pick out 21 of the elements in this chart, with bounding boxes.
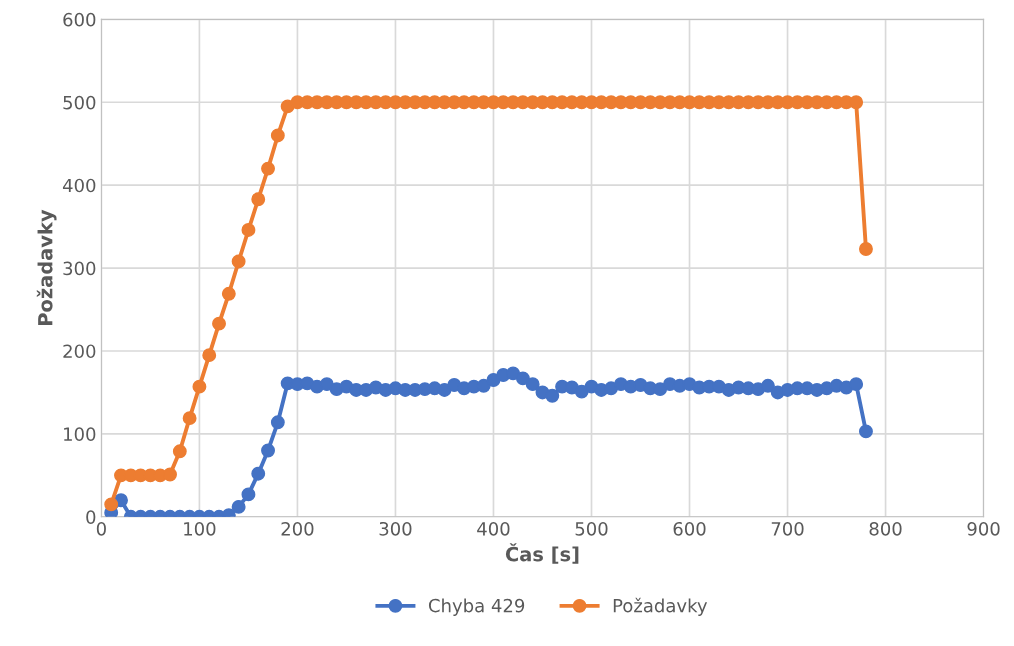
y-tick-label: 500 bbox=[63, 95, 96, 110]
x-tick-label: 700 bbox=[771, 521, 804, 536]
x-tick-label: 800 bbox=[869, 521, 902, 536]
x-tick-label: 600 bbox=[673, 521, 706, 536]
y-tick-label: 400 bbox=[62, 178, 96, 193]
x-axis-title: Čas [s] bbox=[505, 543, 579, 564]
y-tick-label: 200 bbox=[63, 344, 96, 359]
x-tick-label: 200 bbox=[281, 521, 314, 536]
legend-label: Požadavky bbox=[613, 597, 708, 616]
x-tick-label: 300 bbox=[379, 521, 412, 536]
y-tick-label: 0 bbox=[86, 510, 96, 524]
x-tick-label: 0 bbox=[96, 521, 106, 536]
x-tick-label: 500 bbox=[575, 521, 608, 536]
y-tick-label: 100 bbox=[64, 427, 96, 442]
legend-label: Chyba 429 bbox=[428, 598, 525, 616]
y-tick-label: 600 bbox=[63, 12, 96, 27]
y-axis-title: Požadavky bbox=[36, 209, 57, 325]
x-tick-label: 400 bbox=[477, 521, 510, 536]
x-tick-label: 100 bbox=[184, 521, 216, 536]
x-tick-label: 900 bbox=[967, 521, 1000, 536]
y-tick-label: 300 bbox=[63, 261, 96, 276]
